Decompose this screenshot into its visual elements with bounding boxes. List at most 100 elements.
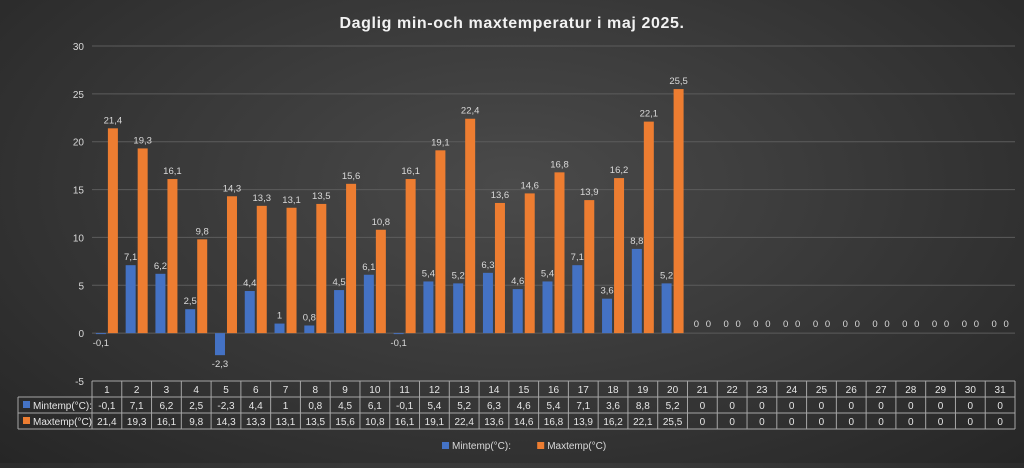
- bar: [107, 128, 118, 334]
- table-cell: 13,6: [484, 417, 504, 428]
- category-label: 15: [518, 385, 530, 396]
- bar: [256, 205, 267, 334]
- category-label: 27: [875, 385, 887, 396]
- data-label: 14,6: [520, 180, 539, 191]
- table-cell: 4,6: [517, 401, 531, 412]
- data-label: 0: [855, 319, 860, 330]
- table-cell: 1: [283, 401, 289, 412]
- data-label: 13,6: [491, 190, 510, 201]
- bar: [512, 289, 523, 334]
- table-cell: 0: [997, 417, 1003, 428]
- bar: [226, 196, 237, 334]
- bar: [554, 172, 565, 334]
- bar: [197, 239, 208, 334]
- table-cell: 0: [878, 401, 884, 412]
- data-label: 22,1: [640, 109, 659, 120]
- bar: [304, 325, 315, 334]
- data-label: 0: [723, 319, 728, 330]
- bar: [375, 229, 386, 334]
- table-cell: 25,5: [663, 417, 683, 428]
- bar: [614, 178, 625, 334]
- data-label: 0: [694, 319, 699, 330]
- category-label: 6: [253, 385, 259, 396]
- table-cell: 13,5: [306, 417, 326, 428]
- table-cell: 0: [968, 417, 974, 428]
- table-series-name: Maxtemp(°C): [33, 417, 92, 428]
- table-cell: 8,8: [636, 401, 650, 412]
- category-label: 22: [727, 385, 739, 396]
- data-label: 0: [783, 319, 788, 330]
- bar: [167, 179, 178, 334]
- bar: [346, 183, 357, 334]
- data-label: 13,1: [282, 195, 301, 206]
- category-label: 13: [459, 385, 471, 396]
- data-label: 0: [813, 319, 818, 330]
- data-labels: -0,17,16,22,5-2,34,41 0,84,56,1-0,15,4 5,2…: [93, 76, 1009, 370]
- bar: [631, 248, 642, 334]
- data-label: 4,5: [332, 277, 345, 288]
- data-label: 5,4: [541, 268, 554, 279]
- table-cell: 0: [968, 401, 974, 412]
- bar: [137, 148, 148, 334]
- category-label: 23: [756, 385, 768, 396]
- table-cell: 0: [700, 417, 706, 428]
- table-cell: -0,1: [396, 401, 414, 412]
- category-label: 30: [965, 385, 977, 396]
- chart-title: Daglig min-och maxtemperatur i maj 2025.: [340, 15, 685, 32]
- category-label: 9: [342, 385, 348, 396]
- table-cell: 7,1: [576, 401, 590, 412]
- bar: [572, 265, 583, 334]
- bar: [214, 333, 225, 356]
- data-label: -0,1: [93, 338, 109, 349]
- data-label: 5,2: [452, 270, 465, 281]
- data-table: 1 2 3 4 5 6 7 8 9 10 11 12 13 14 15 16 17 18 19 20 21 22 23 24 2…: [17, 380, 1016, 430]
- y-tick-label: 10: [73, 233, 85, 244]
- table-cell: 0: [908, 417, 914, 428]
- table-cell: 0: [759, 417, 765, 428]
- bar: [584, 200, 595, 334]
- table-cell: 5,2: [666, 401, 680, 412]
- data-label: 2,5: [184, 296, 197, 307]
- table-cell: 21,4: [97, 417, 117, 428]
- table-cell: 10,8: [365, 417, 385, 428]
- bar: [465, 118, 476, 334]
- data-label: 16,8: [550, 159, 569, 170]
- table-cell: 0: [789, 417, 795, 428]
- bar: [363, 274, 374, 334]
- y-tick-label: 30: [73, 42, 85, 53]
- legend-key: [442, 442, 449, 449]
- category-label: 5: [223, 385, 229, 396]
- table-cell: 16,2: [603, 417, 623, 428]
- category-label: 25: [816, 385, 828, 396]
- category-label: 24: [786, 385, 798, 396]
- table-cell: -2,3: [217, 401, 235, 412]
- data-label: 4,6: [511, 276, 524, 287]
- data-label: 1: [277, 311, 282, 322]
- category-label: 19: [637, 385, 649, 396]
- data-label: 0: [974, 319, 979, 330]
- table-cell: 0: [819, 401, 825, 412]
- table-cell: 4,4: [249, 401, 263, 412]
- data-label: 0: [932, 319, 937, 330]
- data-label: 9,8: [196, 226, 209, 237]
- data-label: 0: [706, 319, 711, 330]
- category-label: 10: [369, 385, 381, 396]
- data-label: 6,1: [362, 262, 375, 273]
- data-label: 0: [914, 319, 919, 330]
- y-tick-label: -5: [75, 377, 84, 388]
- table-cell: 0: [878, 417, 884, 428]
- data-label: 13,3: [253, 193, 272, 204]
- legend-label: Mintemp(°C):: [452, 441, 511, 452]
- data-label: 4,4: [243, 278, 256, 289]
- data-label: 0: [884, 319, 889, 330]
- bar: [95, 333, 106, 335]
- table-cell: 5,4: [427, 401, 441, 412]
- table-cell: 16,8: [544, 417, 564, 428]
- category-label: 18: [607, 385, 619, 396]
- data-label: 16,1: [163, 166, 182, 177]
- bar: [661, 283, 672, 334]
- table-legend-key: [23, 417, 30, 424]
- data-label: 14,3: [223, 183, 242, 194]
- category-label: 16: [548, 385, 560, 396]
